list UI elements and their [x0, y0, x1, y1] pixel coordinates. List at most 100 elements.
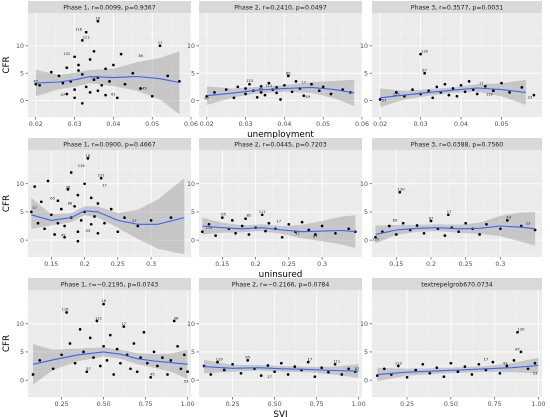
y-tick-label: 5 [364, 70, 368, 77]
data-point [475, 92, 479, 96]
data-point [129, 367, 132, 371]
data-point [76, 193, 80, 197]
data-point [80, 72, 84, 76]
panel-background [199, 13, 362, 117]
data-point [463, 90, 467, 94]
data-point [176, 344, 179, 348]
data-point [435, 85, 439, 89]
data-point [239, 371, 243, 375]
data-point [414, 368, 418, 372]
facet-strip [372, 138, 542, 150]
y-tick-label: 5 [191, 349, 195, 356]
facet-panel-5: Phase 2, r=0.0445, p=0.7203 65 82 111 17 119 2… [187, 138, 362, 280]
point-label: 18 [96, 17, 101, 21]
data-point [112, 373, 116, 376]
data-point [86, 157, 90, 160]
x-tick-label: 0.06 [355, 121, 369, 128]
y-tick-label: 0 [20, 237, 24, 244]
data-point [80, 39, 84, 42]
data-point [464, 221, 468, 225]
data-point [401, 221, 405, 225]
point-label: 43 [503, 361, 508, 365]
point-label: 87 [515, 347, 520, 351]
data-point [500, 81, 503, 85]
data-point [66, 188, 70, 191]
data-point [327, 370, 330, 374]
data-point [82, 350, 85, 354]
point-label: 17 [484, 357, 489, 361]
point-label: 121 [98, 174, 105, 178]
x-tick-label: 0.75 [139, 401, 153, 408]
data-point [102, 302, 105, 306]
x-tick-label: 0.25 [111, 261, 125, 268]
facet-strip [28, 1, 191, 13]
x-tick-label: 0.04 [454, 121, 468, 128]
data-point [63, 224, 66, 228]
data-point [139, 356, 142, 359]
y-tick-label: 5 [20, 70, 24, 77]
x-tick-label: 0.15 [44, 261, 58, 268]
data-point [88, 336, 92, 340]
point-label: 53 [86, 229, 91, 233]
y-tick-label: 0 [364, 237, 368, 244]
data-point [150, 94, 154, 98]
confidence-band [202, 215, 356, 248]
data-point [533, 361, 537, 365]
data-point [446, 213, 450, 217]
smooth-line [203, 366, 359, 372]
data-point [131, 71, 135, 75]
x-tick-label: 1.00 [181, 401, 195, 408]
point-label: 27 [295, 232, 300, 236]
data-point [463, 365, 467, 368]
data-point [457, 230, 461, 234]
data-point [96, 202, 100, 205]
point-label: 17 [122, 322, 127, 326]
data-point [156, 364, 159, 368]
x-axis-title: unemployment [247, 130, 314, 140]
y-tick-label: 0 [364, 377, 368, 384]
data-point [491, 360, 495, 364]
data-point [498, 371, 502, 375]
smooth-line [375, 225, 536, 236]
data-point [49, 70, 53, 74]
data-point [149, 219, 153, 222]
data-point [240, 224, 244, 228]
data-point [266, 364, 270, 367]
data-point [244, 92, 247, 96]
point-label: 113 [395, 361, 402, 365]
data-point [152, 350, 156, 354]
panel-background [199, 150, 362, 257]
data-point [161, 356, 164, 359]
data-point [84, 30, 88, 34]
data-point [76, 239, 80, 243]
data-point [431, 96, 435, 100]
data-point [302, 94, 306, 98]
data-point [145, 361, 149, 365]
facet-title: Phase 3, r=0.3577, p=0.0031 [411, 4, 503, 11]
point-label: 120 [518, 328, 526, 332]
data-point [93, 215, 96, 218]
point-label: 43 [506, 216, 511, 220]
data-point [244, 217, 247, 221]
x-tick-label: 0.15 [215, 261, 229, 268]
data-point [259, 374, 263, 377]
facet-panel-2: Phase 2, r=0.2410, p=0.0497 87 123 65 17 111 4… [187, 1, 369, 140]
point-label: 45 [142, 87, 147, 91]
data-point [333, 362, 337, 366]
point-label: 61 [111, 93, 116, 97]
data-point [108, 80, 111, 83]
data-point [92, 356, 95, 359]
data-point [88, 91, 92, 94]
data-point [405, 375, 409, 379]
x-tick-label: 0.3 [495, 261, 505, 268]
data-point [222, 368, 226, 372]
x-tick-label: 0.05 [145, 121, 159, 128]
panel-background [372, 290, 542, 397]
point-label: 17 [479, 82, 484, 86]
data-point [422, 231, 426, 235]
point-label: 36 [138, 54, 143, 58]
x-tick-label: 0.75 [310, 401, 324, 408]
data-point [470, 373, 474, 376]
data-point [313, 375, 317, 379]
